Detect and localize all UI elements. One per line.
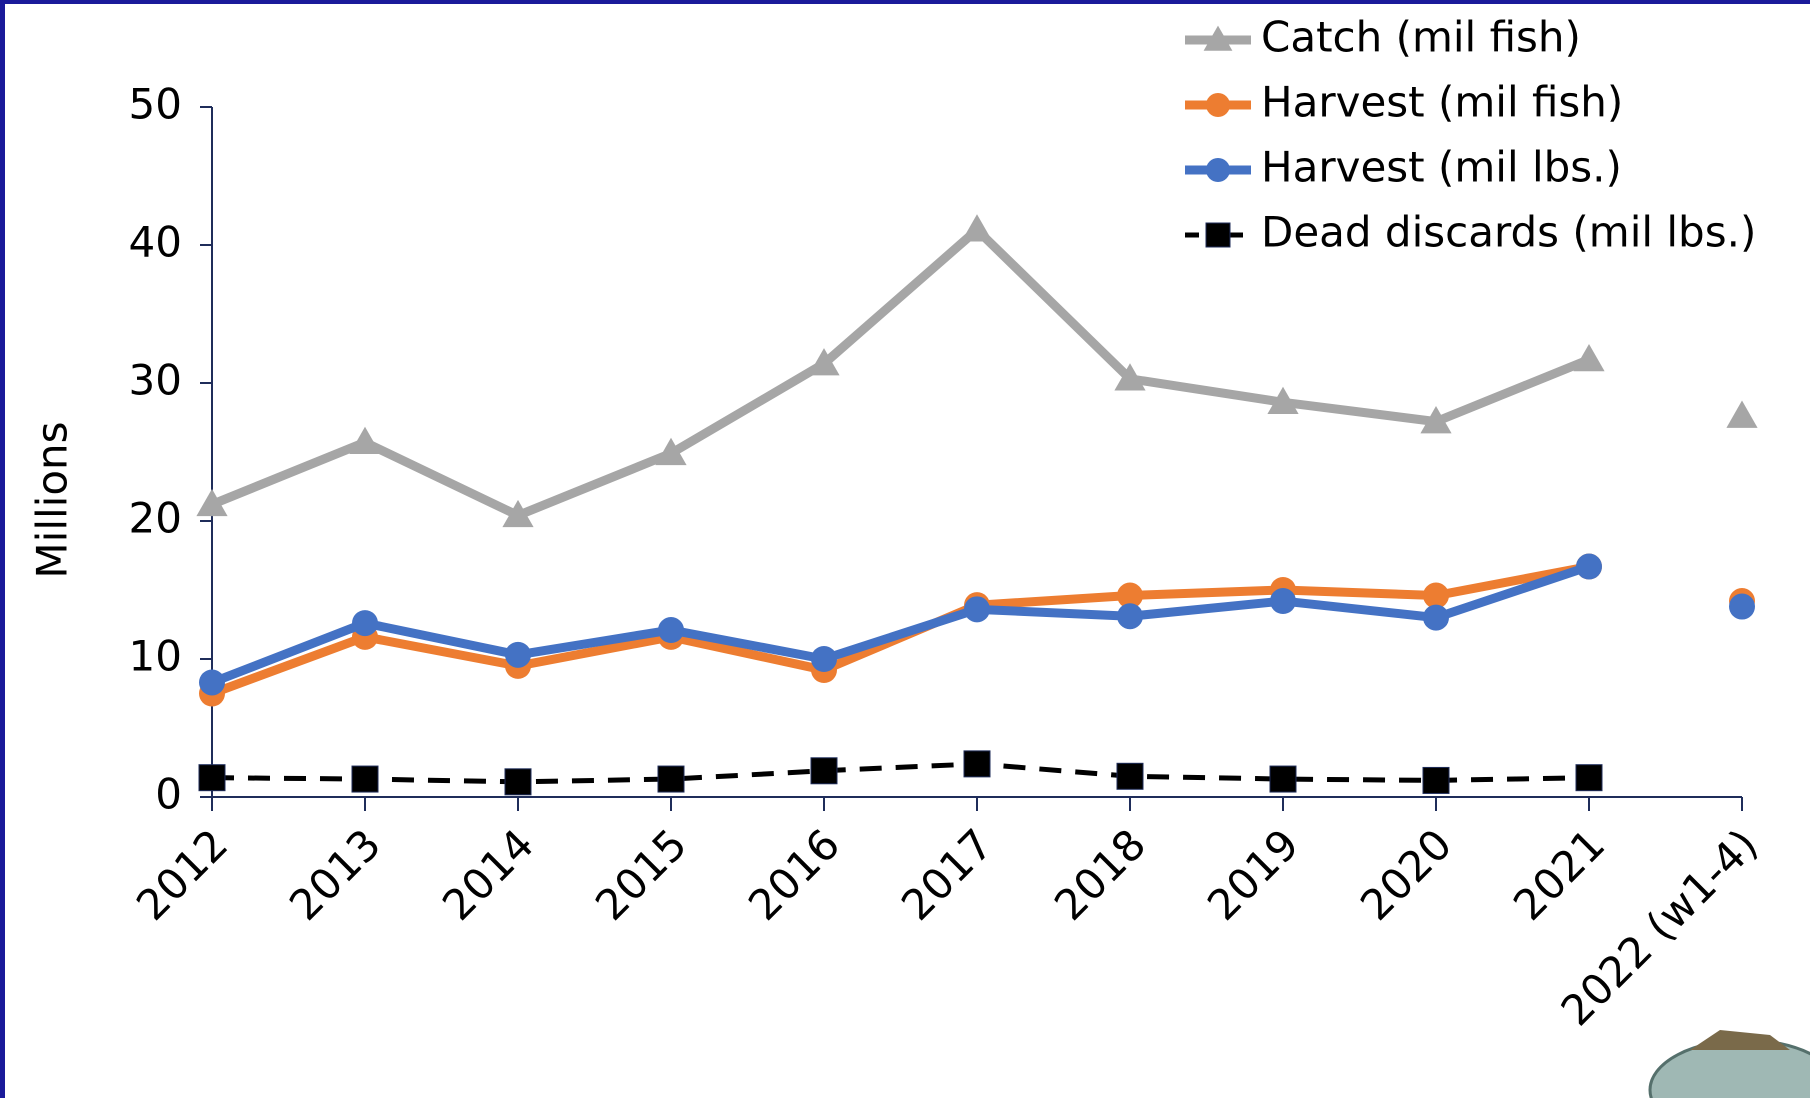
fish-fin (1690, 1030, 1790, 1050)
y-tick-label: 0 (155, 770, 182, 819)
marker (352, 610, 378, 637)
y-tick-label: 20 (129, 494, 182, 543)
marker (502, 499, 534, 528)
legend-label: Harvest (mil lbs.) (1261, 143, 1622, 192)
marker (1267, 386, 1299, 415)
y-tick-label: 30 (129, 356, 182, 405)
marker (349, 426, 381, 455)
legend-label: Harvest (mil fish) (1261, 78, 1623, 127)
marker (1420, 406, 1452, 434)
marker (198, 764, 226, 792)
marker (655, 437, 687, 466)
legend-label: Dead discards (mil lbs.) (1261, 208, 1756, 257)
marker (1573, 343, 1605, 372)
y-tick-label: 50 (129, 80, 182, 129)
marker (811, 646, 837, 672)
legend-item: Catch (mil fish) (1185, 13, 1581, 62)
marker (199, 669, 225, 696)
marker (810, 757, 838, 785)
marker (1575, 764, 1603, 792)
marker (1116, 762, 1144, 790)
marker (505, 641, 531, 668)
marker (1423, 582, 1449, 609)
marker (1726, 400, 1758, 428)
marker (351, 765, 379, 793)
marker (961, 214, 993, 242)
legend-item: Harvest (mil lbs.) (1185, 143, 1622, 192)
legend-item: Harvest (mil fish) (1185, 78, 1623, 127)
marker (504, 768, 532, 796)
marker (963, 750, 991, 778)
series-line (210, 562, 1591, 687)
marker (1423, 604, 1449, 631)
marker (1269, 765, 1297, 793)
marker (964, 596, 990, 623)
marker (658, 617, 684, 644)
marker (1203, 25, 1233, 51)
marker (808, 348, 840, 376)
legend-item: Dead discards (mil lbs.) (1185, 208, 1756, 257)
y-axis-label: Millions (28, 421, 77, 578)
series-line (210, 225, 1591, 520)
marker (1576, 553, 1602, 580)
marker (1117, 603, 1143, 630)
marker (1206, 158, 1230, 182)
marker (1117, 582, 1143, 609)
marker (1205, 222, 1231, 248)
fish-decoration (1648, 1030, 1810, 1098)
marker (1206, 93, 1230, 117)
series (196, 214, 1758, 528)
series (198, 750, 1603, 796)
marker (1114, 363, 1146, 391)
y-tick-label: 10 (129, 632, 182, 681)
series-line (211, 761, 1590, 785)
marker (1422, 766, 1450, 794)
y-tick-label: 40 (129, 218, 182, 267)
series (199, 553, 1755, 696)
marker (1729, 593, 1755, 620)
marker (196, 488, 228, 517)
legend-label: Catch (mil fish) (1261, 13, 1581, 62)
marker (657, 765, 685, 793)
marker (1270, 588, 1296, 615)
